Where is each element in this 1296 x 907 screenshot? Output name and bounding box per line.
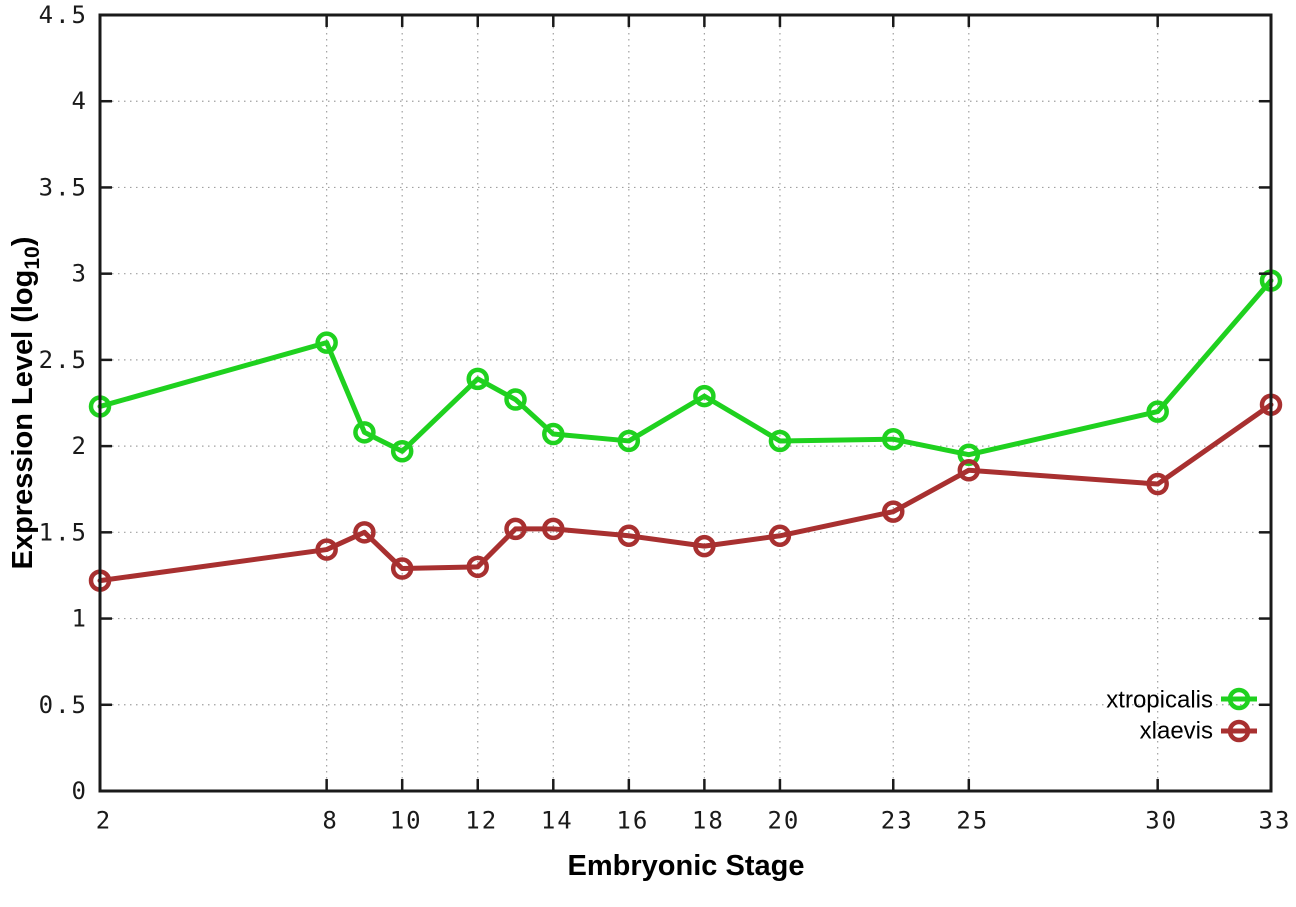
series-layer xyxy=(88,269,1283,592)
x-tick-label: 18 xyxy=(692,807,725,835)
data-point-xtropicalis xyxy=(1146,400,1169,423)
x-tick-label: 14 xyxy=(541,807,574,835)
y-tick-label: 4.5 xyxy=(39,1,88,29)
plot-border xyxy=(98,13,1273,793)
data-point-xlaevis xyxy=(466,555,489,579)
data-point-xlaevis xyxy=(542,517,565,541)
data-point-xtropicalis xyxy=(315,331,338,354)
tick-layer: 2 8 10 12 14 16 18 20 23 25 30 33 0 0.5 1 1.5 2 2.5 3 3.5 4 4… xyxy=(39,1,1292,835)
x-tick-label: 30 xyxy=(1145,807,1178,835)
data-point-xlaevis xyxy=(504,517,527,541)
data-point-xtropicalis xyxy=(390,440,414,463)
plot-border-rect xyxy=(98,13,1273,793)
y-tick-label: 4 xyxy=(72,87,88,115)
data-point-xtropicalis xyxy=(957,443,981,466)
data-point-xlaevis xyxy=(390,557,414,580)
data-point-xlaevis xyxy=(1146,472,1169,496)
series-line-xtropicalis xyxy=(97,278,1274,458)
x-tick-label: 2 xyxy=(96,807,112,835)
legend-label-xlaevis: xlaevis xyxy=(1140,718,1213,745)
x-tick-label: 16 xyxy=(616,807,649,835)
x-tick-label: 12 xyxy=(465,807,498,835)
data-point-xlaevis xyxy=(693,534,716,558)
x-tick-label: 33 xyxy=(1259,807,1292,835)
data-point-xtropicalis xyxy=(617,429,641,453)
y-tick-label: 0 xyxy=(72,777,88,805)
x-tick-label: 23 xyxy=(881,807,914,835)
y-tick-label: 2 xyxy=(72,432,88,460)
data-point-xtropicalis xyxy=(504,388,527,411)
legend-marker-circle-xtropicalis xyxy=(1227,687,1251,711)
data-point-xlaevis xyxy=(353,521,376,544)
data-point-xtropicalis xyxy=(542,422,565,446)
data-point-xtropicalis xyxy=(693,384,716,408)
data-point-xtropicalis xyxy=(882,427,905,451)
series-line-xlaevis xyxy=(97,402,1274,584)
data-point-xlaevis xyxy=(768,524,792,548)
y-axis-label-end: ) xyxy=(7,237,39,247)
x-tick-label: 20 xyxy=(767,807,800,835)
y-tick-label: 0.5 xyxy=(39,691,88,719)
y-axis-label: Expression Level (log10) xyxy=(7,237,44,570)
y-axis-label-main: Expression Level (log xyxy=(7,270,39,570)
y-tick-label: 2.5 xyxy=(39,346,88,374)
legend-label-xtropicalis: xtropicalis xyxy=(1106,687,1213,714)
x-tick-label: 8 xyxy=(322,807,338,835)
data-point-xtropicalis xyxy=(768,429,792,453)
y-tick-label: 1 xyxy=(72,605,88,633)
x-tick-label: 25 xyxy=(956,807,989,835)
data-point-xtropicalis xyxy=(466,367,489,391)
legend-entry-xtropicalis: xtropicalis xyxy=(1106,687,1257,714)
legend-entry-xlaevis: xlaevis xyxy=(1140,718,1257,745)
y-axis-label-subscript: 10 xyxy=(21,246,44,269)
data-point-xlaevis xyxy=(882,500,905,523)
grid-layer xyxy=(100,15,1271,791)
data-point-xlaevis xyxy=(315,538,338,561)
x-axis-label: Embryonic Stage xyxy=(568,850,805,882)
series-xtropicalis xyxy=(88,269,1283,466)
y-tick-label: 3.5 xyxy=(39,173,88,201)
y-tick-label: 3 xyxy=(72,260,88,288)
data-point-xlaevis xyxy=(957,459,981,482)
legend-marker-circle-xlaevis xyxy=(1227,719,1251,743)
y-tick-label: 1.5 xyxy=(39,518,88,546)
x-tick-label: 10 xyxy=(390,807,423,835)
data-point-xlaevis xyxy=(617,524,641,548)
legend: xtropicalis xlaevis xyxy=(1106,687,1257,745)
data-point-xtropicalis xyxy=(353,421,376,444)
